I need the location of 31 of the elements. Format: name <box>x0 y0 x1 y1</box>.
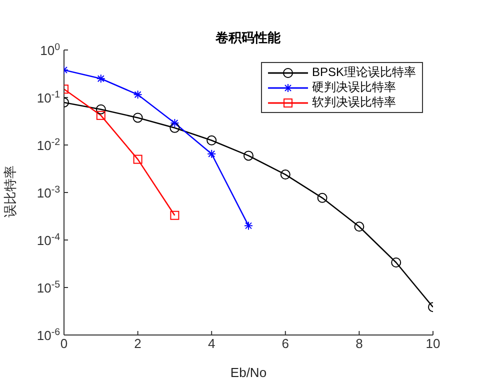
legend-label: 软判决误比特率 <box>312 94 396 111</box>
y-tick-label: 10$^{-6}$ <box>36 326 60 343</box>
y-tick-label: 10$^{-5}$ <box>36 279 61 296</box>
point <box>133 154 142 164</box>
point <box>354 222 364 232</box>
x-tick-label: 2 <box>134 336 142 352</box>
y-tick-label: 10$^{0}$ <box>40 42 61 58</box>
x-tick-label: 6 <box>282 336 290 352</box>
point <box>170 122 180 133</box>
point <box>244 150 254 161</box>
y-tick-label: 10$^{-3}$ <box>36 184 60 200</box>
legend-label: BPSK理论误比特率 <box>312 64 416 81</box>
x-axis-title: Eb/No <box>230 365 267 379</box>
y-tick-label: 10$^{-2}$ <box>36 136 60 153</box>
point <box>206 135 217 146</box>
y-axis-title: 误比特率 <box>2 166 18 218</box>
point <box>280 170 290 180</box>
point <box>391 258 402 268</box>
x-tick-label: 0 <box>60 336 68 352</box>
legend-label: 硬判决误比特率 <box>312 79 396 96</box>
x-tick-label: 8 <box>356 336 363 352</box>
x-tick-label: 4 <box>208 336 216 352</box>
y-tick-label: 10$^{-4}$ <box>36 232 61 248</box>
point <box>132 112 143 123</box>
point <box>96 110 106 120</box>
point <box>317 192 328 203</box>
chart-title: 卷积码性能 <box>214 30 282 45</box>
point <box>170 210 180 220</box>
y-tick-label: 10$^{-1}$ <box>36 89 60 106</box>
point <box>96 104 106 114</box>
x-tick-label: 10 <box>426 336 440 352</box>
